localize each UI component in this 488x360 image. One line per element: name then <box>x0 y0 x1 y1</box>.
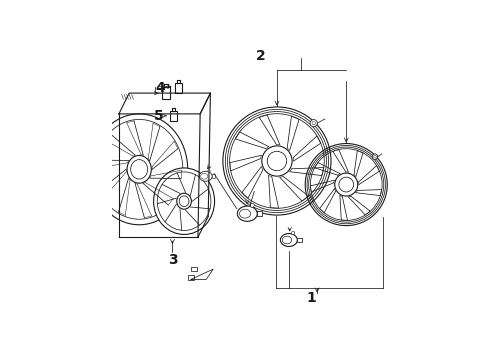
Ellipse shape <box>179 196 188 207</box>
Ellipse shape <box>157 172 210 230</box>
Circle shape <box>261 146 291 176</box>
Ellipse shape <box>237 206 257 221</box>
Ellipse shape <box>176 193 191 209</box>
Ellipse shape <box>282 236 291 244</box>
Circle shape <box>373 155 376 158</box>
Circle shape <box>250 203 254 207</box>
Circle shape <box>311 122 315 125</box>
Bar <box>212 175 215 178</box>
Text: 3: 3 <box>167 253 177 267</box>
Circle shape <box>334 173 357 196</box>
Ellipse shape <box>127 156 151 183</box>
Ellipse shape <box>199 171 212 181</box>
Ellipse shape <box>239 209 250 218</box>
Ellipse shape <box>95 120 183 219</box>
Text: 4: 4 <box>155 81 165 95</box>
Text: 5: 5 <box>153 109 163 123</box>
Ellipse shape <box>280 234 297 247</box>
Ellipse shape <box>153 168 214 234</box>
Text: 1: 1 <box>305 291 315 305</box>
Circle shape <box>309 120 317 127</box>
Ellipse shape <box>130 159 147 179</box>
Bar <box>257 211 262 216</box>
Text: 2: 2 <box>256 49 265 63</box>
Bar <box>162 87 170 99</box>
Bar <box>297 238 301 242</box>
Bar <box>191 267 196 271</box>
Circle shape <box>207 170 210 172</box>
Bar <box>188 275 193 280</box>
Circle shape <box>291 231 294 235</box>
Circle shape <box>266 151 286 171</box>
Bar <box>170 111 177 121</box>
Ellipse shape <box>200 174 207 179</box>
Circle shape <box>338 177 353 192</box>
Bar <box>175 83 182 93</box>
Ellipse shape <box>90 114 187 225</box>
Circle shape <box>371 154 377 159</box>
